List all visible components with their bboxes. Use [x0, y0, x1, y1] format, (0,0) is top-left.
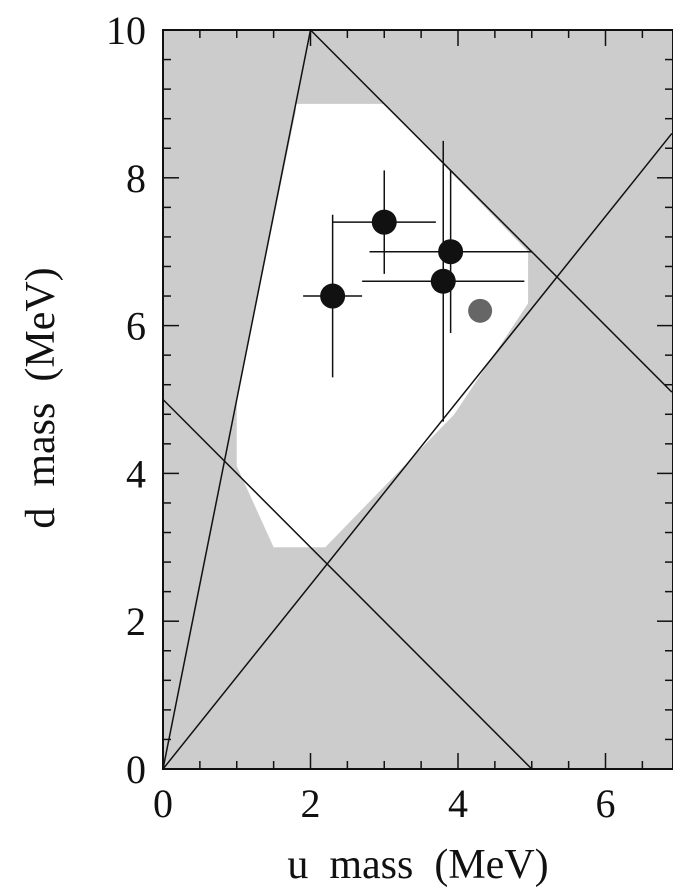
- data-point-3: [369, 170, 532, 333]
- tick-layer: 0 2 4 6 0 2 4 6 8 10: [106, 8, 673, 826]
- y-axis-label: d mass (MeV): [18, 267, 64, 528]
- x-tick-label: 6: [596, 781, 616, 826]
- constraint-line-1: [163, 30, 312, 769]
- constraint-line-3: [163, 132, 673, 769]
- y-tick-label: 4: [126, 451, 146, 496]
- x-tick-label: 4: [448, 781, 468, 826]
- x-axis-label: u mass (MeV): [287, 842, 548, 888]
- y-tick-label: 6: [126, 304, 146, 349]
- point-marker: [371, 209, 397, 235]
- y-tick-label: 2: [126, 599, 146, 644]
- x-tick-label: 0: [153, 781, 173, 826]
- data-point-4: [362, 140, 525, 422]
- y-tick-label: 0: [126, 747, 146, 792]
- data-point-1: [303, 214, 363, 378]
- frame-layer: [162, 29, 673, 770]
- y-tick-label: 8: [126, 156, 146, 201]
- point-marker: [320, 283, 346, 309]
- highlight-point-1: [468, 298, 493, 323]
- x-tick-label: 2: [301, 781, 321, 826]
- plot-frame: [162, 29, 673, 770]
- point-marker: [430, 268, 456, 294]
- point-marker: [438, 239, 464, 265]
- label-layer: u mass (MeV) d mass (MeV): [18, 267, 549, 888]
- plot-area: [163, 30, 673, 769]
- constraint-line-4: [163, 398, 533, 769]
- y-tick-label: 10: [106, 8, 146, 53]
- constraint-line-2: [309, 30, 673, 393]
- allowed-region: [236, 103, 529, 548]
- data-point-2: [332, 170, 436, 274]
